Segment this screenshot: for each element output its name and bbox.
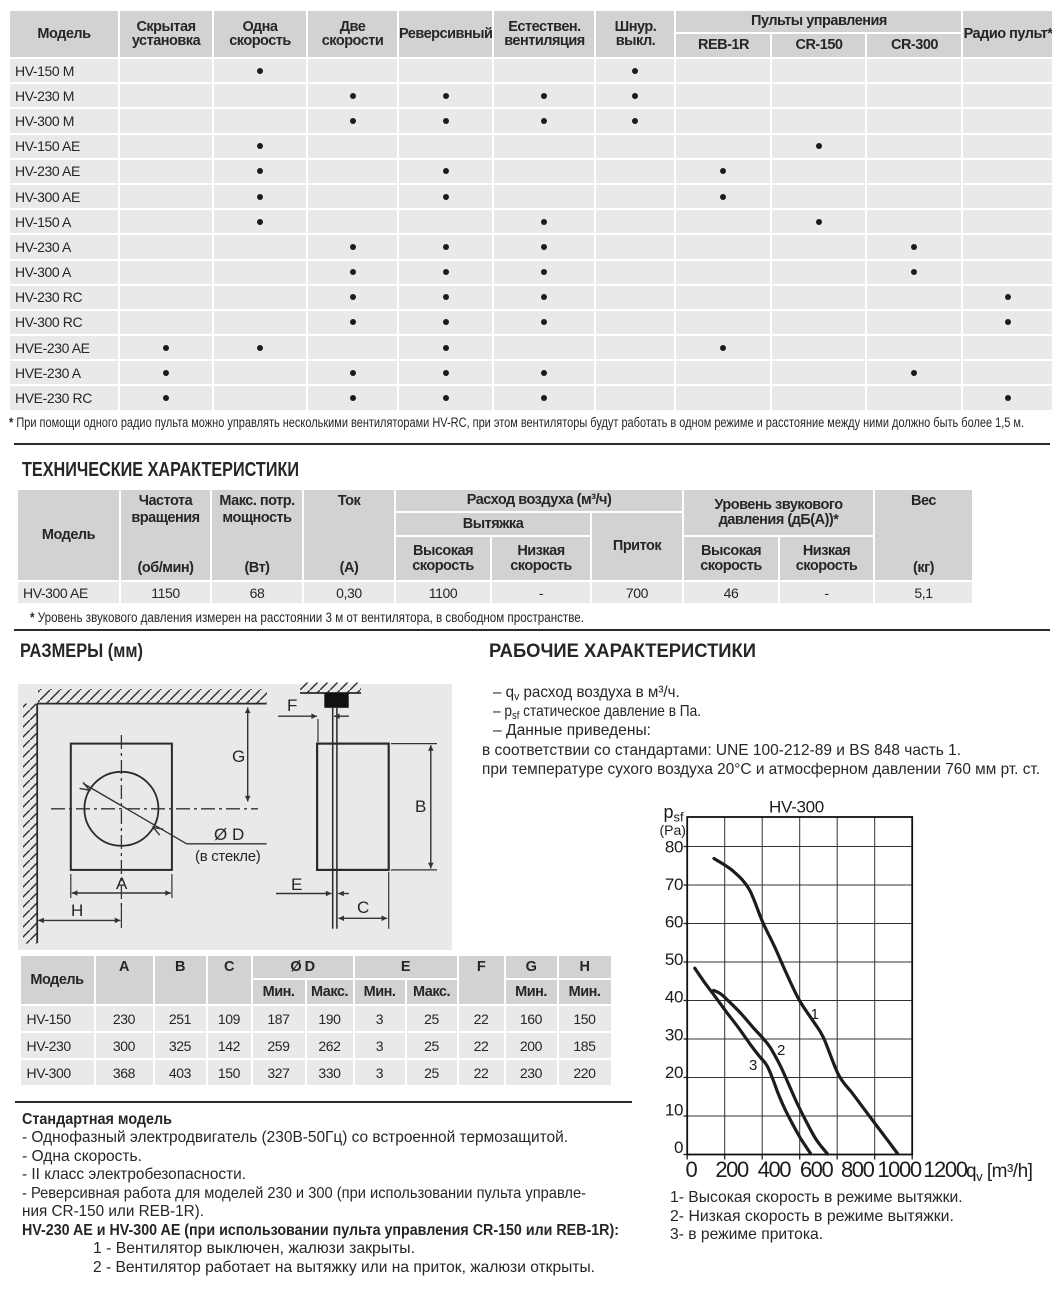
svg-text:20: 20 xyxy=(665,1063,683,1082)
svg-text:50: 50 xyxy=(665,950,683,969)
svg-text:600: 600 xyxy=(800,1157,834,1182)
svg-text:A: A xyxy=(116,874,128,893)
svg-text:1: 1 xyxy=(811,1006,819,1023)
svg-text:E: E xyxy=(291,875,302,894)
svg-text:F: F xyxy=(287,696,297,715)
svg-text:40: 40 xyxy=(665,988,683,1007)
svg-text:B: B xyxy=(415,797,426,816)
svg-text:(Pa): (Pa) xyxy=(660,822,686,838)
svg-text:C: C xyxy=(357,898,369,917)
svg-text:400: 400 xyxy=(758,1157,792,1182)
svg-text:Ø D: Ø D xyxy=(214,825,244,844)
svg-text:HV-300: HV-300 xyxy=(769,798,824,817)
svg-text:0: 0 xyxy=(674,1138,683,1157)
svg-text:psf: psf xyxy=(664,802,685,825)
svg-text:70: 70 xyxy=(665,875,683,894)
svg-text:2: 2 xyxy=(777,1042,785,1059)
svg-text:1200: 1200 xyxy=(923,1157,968,1182)
svg-text:qv [m³/h]: qv [m³/h] xyxy=(966,1161,1032,1184)
svg-text:G: G xyxy=(232,747,245,766)
svg-text:80: 80 xyxy=(665,837,683,856)
svg-text:200: 200 xyxy=(715,1157,749,1182)
svg-text:0: 0 xyxy=(685,1157,697,1182)
svg-text:800: 800 xyxy=(841,1157,875,1182)
svg-text:1000: 1000 xyxy=(877,1157,922,1182)
svg-text:(в стекле): (в стекле) xyxy=(195,848,261,865)
svg-text:3: 3 xyxy=(749,1057,757,1074)
svg-text:60: 60 xyxy=(665,913,683,932)
svg-text:10: 10 xyxy=(665,1101,683,1120)
svg-text:30: 30 xyxy=(665,1025,683,1044)
svg-text:H: H xyxy=(71,901,83,920)
